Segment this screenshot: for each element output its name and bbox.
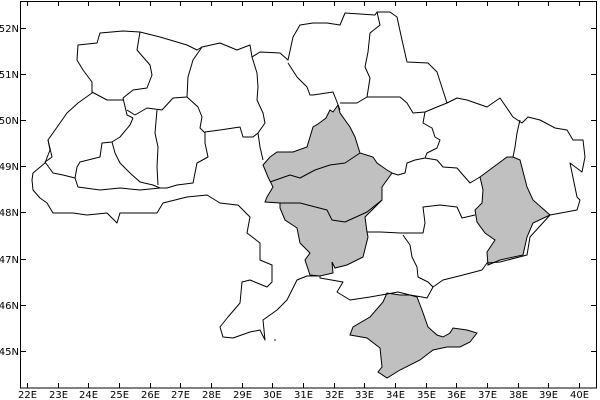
x-tick-label: 29E xyxy=(233,390,252,400)
y-tick-label: 51N xyxy=(0,70,19,81)
x-tick-label: 32E xyxy=(325,390,344,400)
x-tick-label: 27E xyxy=(171,390,190,400)
y-tick-label: 49N xyxy=(0,162,19,173)
boundary-line xyxy=(204,126,259,138)
country-border xyxy=(31,11,586,341)
boundary-line xyxy=(391,111,441,176)
crimea-highlight xyxy=(349,292,478,379)
y-tick-label: 48N xyxy=(0,208,19,219)
boundary-line xyxy=(424,157,481,184)
y-tick-label: 45N xyxy=(0,347,19,358)
central-highlight xyxy=(262,103,393,277)
boundary-line xyxy=(186,46,203,98)
x-tick-label: 34E xyxy=(386,390,405,400)
x-tick-label: 40E xyxy=(570,390,589,400)
x-tick-label: 31E xyxy=(294,390,313,400)
boundary-line xyxy=(287,62,341,111)
x-tick-label: 22E xyxy=(18,390,37,400)
y-tick-label: 52N xyxy=(0,24,19,35)
boundary-line xyxy=(74,96,209,191)
map-frame xyxy=(20,1,597,389)
boundary-line xyxy=(280,199,383,223)
boundary-line xyxy=(44,117,134,179)
boundary-line xyxy=(91,91,123,101)
x-tick-label: 39E xyxy=(539,390,558,400)
x-tick-label: 23E xyxy=(49,390,68,400)
boundary-line xyxy=(251,56,266,161)
boundary-line xyxy=(512,119,521,158)
x-tick-label: 38E xyxy=(509,390,528,400)
x-tick-label: 37E xyxy=(478,390,497,400)
island-dot xyxy=(274,339,276,341)
boundary-line xyxy=(367,204,476,234)
boundary-line xyxy=(154,109,159,186)
x-tick-label: 26E xyxy=(141,390,160,400)
boundary-line xyxy=(269,152,361,183)
x-tick-label: 28E xyxy=(202,390,221,400)
x-tick-label: 35E xyxy=(417,390,436,400)
oblast-boundaries xyxy=(44,11,521,341)
y-tick-label: 46N xyxy=(0,301,19,312)
x-tick-label: 25E xyxy=(110,390,129,400)
y-tick-label: 50N xyxy=(0,116,19,127)
boundary-line xyxy=(402,234,434,288)
x-tick-label: 30E xyxy=(263,390,282,400)
boundary-line xyxy=(340,11,381,104)
donetsk-highlight xyxy=(474,156,551,266)
x-tick-label: 36E xyxy=(447,390,466,400)
boundary-line xyxy=(111,141,161,189)
boundary-line xyxy=(367,96,448,114)
y-tick-label: 47N xyxy=(0,255,19,266)
highlighted-regions xyxy=(262,103,551,379)
x-tick-label: 33E xyxy=(355,390,374,400)
boundary-line xyxy=(126,96,188,116)
boundary-line xyxy=(122,31,153,119)
x-tick-label: 24E xyxy=(79,390,98,400)
country-outline xyxy=(31,11,586,341)
